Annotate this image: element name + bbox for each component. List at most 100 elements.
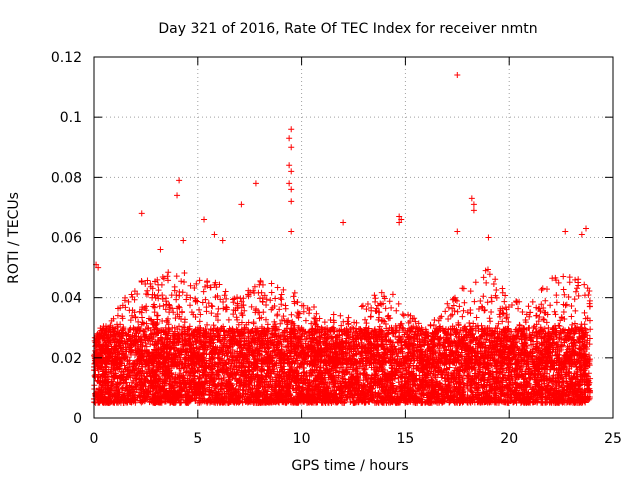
- data-point: [586, 341, 593, 348]
- chart-title: Day 321 of 2016, Rate Of TEC Index for r…: [158, 21, 537, 37]
- data-point: [427, 322, 434, 329]
- data-point: [345, 314, 352, 321]
- data-point: [571, 296, 578, 303]
- data-point: [393, 307, 400, 314]
- data-point: [209, 303, 216, 310]
- data-point: [166, 309, 173, 316]
- data-point: [411, 315, 418, 322]
- data-point: [294, 299, 301, 306]
- data-point: [459, 313, 466, 320]
- data-point: [538, 301, 545, 308]
- data-point: [581, 309, 588, 316]
- data-point: [566, 279, 573, 286]
- data-point: [255, 289, 262, 296]
- data-point: [552, 311, 559, 318]
- data-point: [155, 287, 162, 294]
- data-point: [165, 269, 172, 276]
- data-point: [330, 311, 337, 318]
- data-point: [124, 358, 131, 365]
- data-point: [230, 299, 237, 306]
- data-point: [565, 293, 572, 300]
- data-point: [444, 300, 451, 307]
- data-point: [187, 282, 194, 289]
- data-point: [367, 313, 374, 320]
- data-point: [288, 311, 295, 318]
- data-point: [196, 318, 203, 325]
- data-point: [268, 280, 275, 287]
- data-point: [538, 286, 545, 293]
- data-point: [553, 299, 560, 306]
- data-point: [493, 287, 500, 294]
- data-point: [560, 273, 567, 280]
- data-point: [460, 285, 467, 292]
- data-point: [490, 281, 497, 287]
- data-point: [376, 309, 383, 316]
- data-point: [156, 303, 163, 310]
- data-point: [460, 307, 467, 314]
- data-point: [183, 292, 190, 299]
- data-point: [280, 313, 287, 320]
- data-point: [358, 303, 365, 310]
- data-point: [480, 274, 487, 281]
- data-point: [234, 294, 241, 301]
- data-point: [263, 302, 270, 309]
- data-point: [399, 311, 406, 318]
- data-point: [501, 298, 508, 305]
- data-point: [280, 286, 287, 293]
- data-point: [180, 324, 187, 331]
- data-point: [196, 277, 203, 284]
- data-point: [164, 273, 171, 280]
- data-point: [216, 281, 223, 288]
- data-point: [525, 303, 532, 310]
- data-point: [480, 293, 487, 300]
- data-point: [125, 298, 132, 305]
- data-point: [505, 319, 512, 326]
- data-point: [456, 303, 463, 310]
- data-point: [208, 302, 215, 309]
- data-point: [541, 316, 548, 323]
- data-point: [586, 297, 593, 304]
- data-point: [295, 314, 302, 321]
- data-point: [477, 298, 484, 305]
- data-point: [260, 309, 267, 316]
- data-point: [497, 313, 504, 320]
- data-point: [435, 317, 442, 324]
- data-point: [515, 305, 522, 312]
- data-point: [188, 309, 195, 316]
- data-point: [135, 318, 142, 325]
- data-point: [581, 281, 588, 288]
- data-point: [231, 295, 238, 302]
- data-point: [276, 306, 283, 313]
- data-point: [442, 308, 449, 315]
- data-point: [467, 310, 474, 317]
- data-point: [568, 313, 575, 320]
- data-point: [238, 298, 245, 305]
- data-point: [574, 285, 581, 292]
- data-point: [513, 298, 520, 305]
- data-point: [178, 278, 185, 285]
- data-point: [274, 284, 281, 291]
- data-points: [91, 72, 594, 406]
- data-point: [400, 312, 407, 319]
- data-point: [499, 318, 506, 325]
- data-point: [561, 291, 568, 298]
- data-point: [173, 273, 180, 280]
- data-point: [483, 279, 490, 286]
- data-point: [222, 288, 229, 295]
- data-point: [405, 311, 412, 318]
- data-point: [199, 299, 206, 306]
- data-point: [472, 279, 479, 286]
- data-point: [114, 312, 121, 319]
- data-point: [487, 318, 494, 325]
- data-point: [529, 298, 536, 305]
- data-point: [233, 314, 240, 321]
- data-point: [447, 312, 454, 319]
- data-point: [389, 291, 396, 298]
- data-point: [562, 302, 569, 309]
- data-point: [388, 304, 395, 311]
- data-point: [454, 308, 461, 315]
- data-point: [560, 308, 567, 315]
- data-point: [200, 288, 207, 295]
- data-point: [566, 274, 573, 281]
